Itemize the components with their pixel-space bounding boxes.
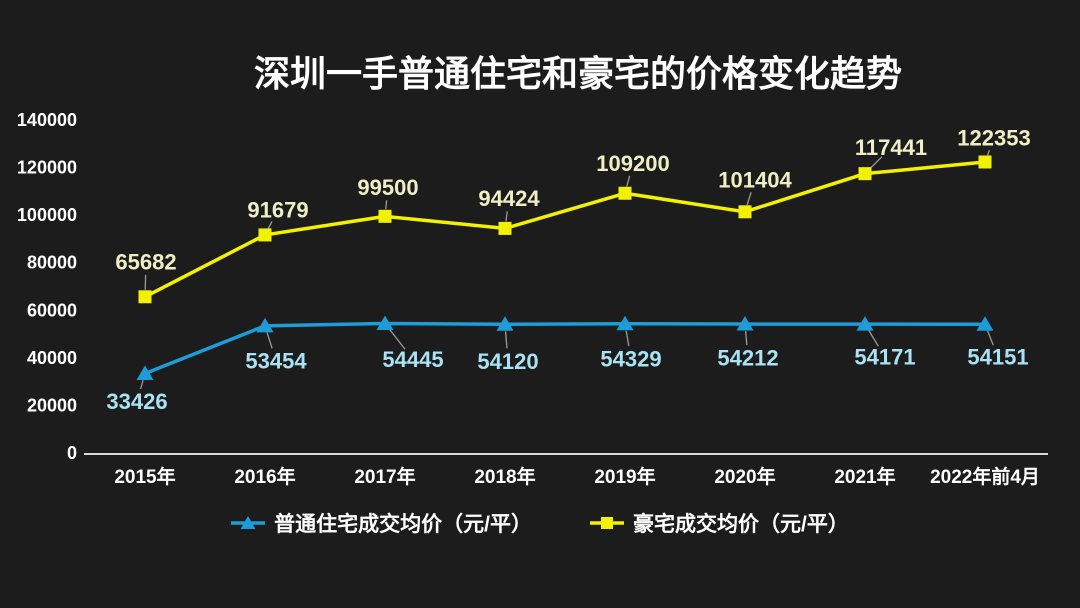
data-label-leader-line xyxy=(744,330,748,346)
data-point-marker-triangle xyxy=(496,316,514,331)
data-point-label: 99500 xyxy=(357,175,418,200)
data-point-marker-square xyxy=(858,167,872,181)
y-axis-tick-label: 80000 xyxy=(27,253,77,273)
data-label-leader-line xyxy=(266,332,273,349)
legend-triangle-shape xyxy=(240,516,256,529)
x-axis-category-label: 2018年 xyxy=(474,465,535,488)
chart-legend: 普通住宅成交均价（元/平） 豪宅成交均价（元/平） xyxy=(0,508,1080,538)
data-label-leader-line xyxy=(868,329,879,347)
series-line-ordinary xyxy=(144,321,986,376)
data-label-leader-line xyxy=(139,380,144,390)
chart-title: 深圳一手普通住宅和豪宅的价格变化趋势 xyxy=(253,53,902,94)
data-point-marker-square xyxy=(978,155,992,169)
y-axis-tick-label: 20000 xyxy=(27,395,77,415)
y-axis-tick-label: 100000 xyxy=(17,205,77,225)
data-label-leader-line xyxy=(626,175,631,187)
data-point-marker-triangle xyxy=(616,315,634,331)
data-point-label: 109200 xyxy=(596,151,669,176)
data-label-leader-line xyxy=(746,192,752,206)
data-label-leader-line xyxy=(869,156,883,170)
data-point-label: 54329 xyxy=(600,346,661,371)
data-point-label: 94424 xyxy=(478,186,540,211)
data-point-label: 122353 xyxy=(957,125,1030,150)
y-axis-tick-label: 60000 xyxy=(27,300,77,320)
legend-label-luxury-housing: 豪宅成交均价（元/平） xyxy=(633,513,849,536)
data-label-leader-line xyxy=(388,328,406,350)
x-axis-category-label: 2022年前4月 xyxy=(930,465,1040,488)
data-point-label: 91679 xyxy=(247,197,308,222)
data-point-marker-square xyxy=(618,186,632,200)
x-axis-category-label: 2015年 xyxy=(114,465,175,488)
data-point-marker-triangle xyxy=(736,316,754,331)
data-label-leader-line xyxy=(385,200,388,210)
data-point-marker-triangle xyxy=(376,315,394,330)
data-point-label: 54445 xyxy=(382,347,443,372)
x-axis-category-label: 2019年 xyxy=(594,465,655,488)
x-axis-category-label: 2021年 xyxy=(834,465,895,488)
legend-item-ordinary-housing: 普通住宅成交均价（元/平） xyxy=(231,508,532,538)
legend-square-marker-icon xyxy=(590,517,624,529)
data-point-marker-square xyxy=(138,290,152,304)
data-point-marker-square xyxy=(378,209,392,223)
data-point-marker-triangle xyxy=(976,316,994,331)
data-point-label: 54212 xyxy=(717,346,778,371)
y-axis-tick-label: 140000 xyxy=(17,110,77,130)
data-point-marker-square xyxy=(738,205,752,219)
x-axis-category-label: 2020年 xyxy=(714,465,775,488)
y-axis-tick-label: 0 xyxy=(67,443,77,463)
data-point-marker-square xyxy=(498,221,512,235)
legend-item-luxury-housing: 豪宅成交均价（元/平） xyxy=(590,508,849,538)
data-label-leader-line xyxy=(986,149,991,156)
data-point-label: 53454 xyxy=(245,348,307,373)
data-label-leader-line xyxy=(986,330,994,346)
data-point-label: 54120 xyxy=(477,349,538,374)
data-point-marker-triangle xyxy=(136,365,154,380)
data-label-leader-line xyxy=(504,331,508,349)
legend-triangle-marker-icon xyxy=(231,516,266,529)
data-label-leader-line xyxy=(505,211,508,222)
data-point-label: 101404 xyxy=(718,167,792,192)
data-point-label: 65682 xyxy=(115,249,176,274)
data-point-marker-triangle xyxy=(256,317,274,333)
x-axis-category-label: 2017年 xyxy=(354,465,415,488)
legend-label-ordinary-housing: 普通住宅成交均价（元/平） xyxy=(274,513,532,536)
data-label-leader-line xyxy=(267,221,273,230)
y-axis-tick-label: 120000 xyxy=(17,158,77,178)
data-point-label: 117441 xyxy=(855,135,927,160)
data-point-label: 54171 xyxy=(854,345,915,370)
data-point-marker-square xyxy=(258,228,272,242)
data-point-marker-triangle xyxy=(856,316,874,331)
legend-square-shape xyxy=(601,517,613,529)
series-line-luxury xyxy=(144,160,986,299)
y-axis-tick-label: 40000 xyxy=(27,348,77,368)
x-axis-category-label: 2016年 xyxy=(234,465,295,488)
data-label-leader-line xyxy=(625,330,630,347)
data-point-label: 33426 xyxy=(106,389,167,414)
data-point-label: 54151 xyxy=(967,345,1028,370)
